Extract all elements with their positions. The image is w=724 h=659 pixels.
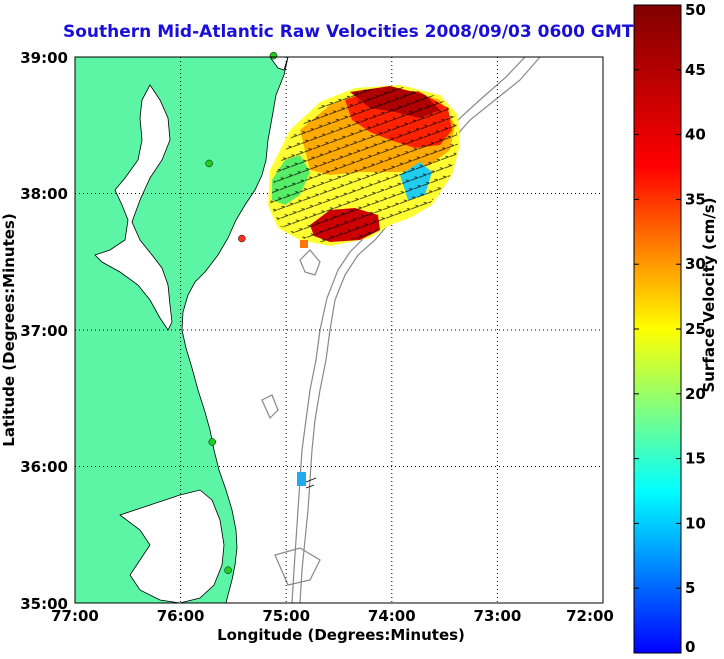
colorbar-tick-label: 45	[685, 61, 706, 79]
colorbar-tick-label: 20	[685, 385, 706, 403]
station-marker	[224, 566, 232, 574]
x-tick-label: 77:00	[51, 607, 99, 625]
x-tick-label: 74:00	[368, 607, 416, 625]
station-marker	[205, 159, 213, 168]
station-marker	[269, 51, 278, 60]
colorbar-tick-label: 25	[685, 320, 706, 338]
y-axis-label: Latitude (Degrees:Minutes)	[0, 213, 18, 446]
colorbar-ticks: 0 5 10 15 20 25 30 35 40 45 50	[634, 1, 706, 656]
colorbar-tick-label: 35	[685, 190, 706, 208]
colorbar	[633, 4, 682, 654]
y-tick-labels: 39:00 38:00 37:00 36:00 35:00	[20, 49, 68, 613]
colorbar-tick-label: 30	[685, 255, 706, 273]
y-tick-label: 36:00	[20, 458, 68, 476]
station-marker	[208, 438, 217, 446]
station-markers	[205, 51, 278, 574]
chesapeake-bay	[94, 84, 173, 331]
colorbar-tick-label: 15	[685, 450, 706, 468]
colorbar-tick-label: 10	[685, 514, 706, 532]
velocity-arrows	[270, 87, 458, 244]
map-title: Southern Mid-Atlantic Raw Velocities 200…	[63, 22, 634, 42]
map-grid	[75, 57, 603, 603]
plot-frame	[74, 56, 604, 604]
y-tick-label: 38:00	[20, 185, 68, 203]
x-tick-label: 76:00	[157, 607, 205, 625]
x-tick-labels: 77:00 76:00 75:00 74:00 73:00 72:00	[51, 607, 614, 625]
y-tick-label: 37:00	[20, 322, 68, 340]
colorbar-tick-label: 5	[685, 579, 695, 597]
colorbar-tick-label: 40	[685, 126, 706, 144]
x-axis-label: Longitude (Degrees:Minutes)	[217, 626, 465, 644]
delaware-bay	[269, 57, 289, 71]
x-tick-label: 75:00	[262, 607, 310, 625]
x-tick-label: 72:00	[566, 607, 614, 625]
station-marker	[238, 234, 246, 243]
colorbar-label: Surface Velocity (cm/s)	[700, 197, 718, 392]
y-tick-label: 35:00	[20, 595, 68, 613]
colorbar-tick-label: 50	[685, 1, 706, 19]
x-tick-label: 73:00	[474, 607, 522, 625]
offshore-arrows	[305, 477, 317, 489]
colorbar-tick-label: 0	[685, 638, 695, 656]
y-tick-label: 39:00	[20, 49, 68, 67]
pamlico-sound	[119, 489, 225, 603]
